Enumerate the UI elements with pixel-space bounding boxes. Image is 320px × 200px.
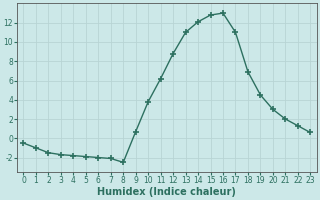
X-axis label: Humidex (Indice chaleur): Humidex (Indice chaleur) — [98, 187, 236, 197]
